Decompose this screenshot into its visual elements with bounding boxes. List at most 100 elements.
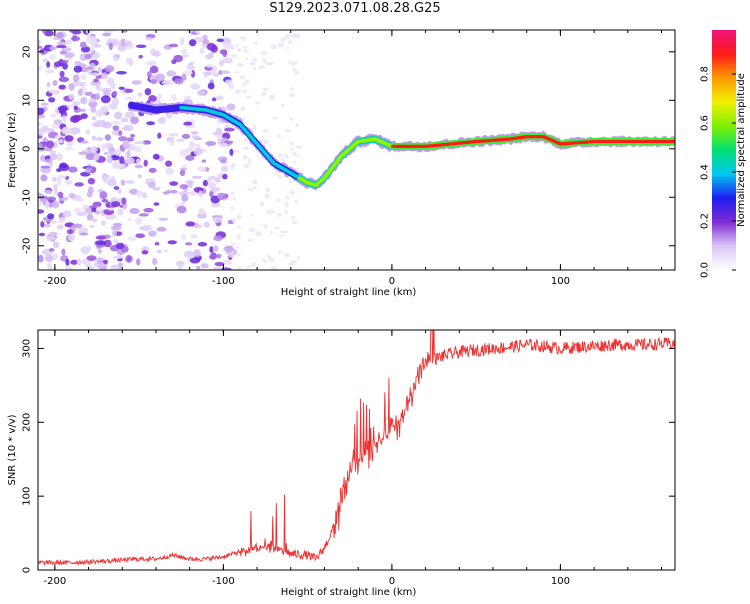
noise-blob xyxy=(119,156,125,164)
noise-blob xyxy=(143,207,154,213)
snr-xlabel: Height of straight line (km) xyxy=(281,587,417,598)
snr-line-group xyxy=(38,330,675,567)
noise-blob xyxy=(70,36,81,42)
noise-blob xyxy=(282,230,288,234)
noise-blob xyxy=(212,216,223,224)
noise-blob xyxy=(93,78,99,83)
noise-blob xyxy=(57,191,64,199)
noise-blob xyxy=(40,165,51,169)
noise-blob xyxy=(174,78,184,85)
noise-blob xyxy=(141,250,149,255)
noise-blob xyxy=(187,181,193,189)
noise-blob xyxy=(176,138,185,143)
noise-blob xyxy=(269,94,275,101)
noise-blob xyxy=(46,61,51,68)
noise-blob xyxy=(124,157,135,165)
noise-blob xyxy=(217,192,226,201)
colorbar: 0.0 0.2 0.4 0.6 0.8 Normalized spectral ampli… xyxy=(700,30,747,278)
noise-blob xyxy=(289,147,294,151)
noise-blob xyxy=(150,79,157,85)
noise-blob xyxy=(111,120,122,125)
noise-blob xyxy=(117,262,123,270)
noise-blob xyxy=(265,187,270,193)
noise-blob xyxy=(135,216,143,225)
noise-blob xyxy=(38,200,43,207)
noise-blob xyxy=(47,199,54,203)
noise-blob xyxy=(231,162,236,167)
spec-ytick-label: -10 xyxy=(22,189,33,205)
noise-blob xyxy=(236,253,241,257)
noise-blob xyxy=(219,59,225,67)
noise-blob xyxy=(118,136,128,142)
noise-blob xyxy=(296,154,301,158)
snr-frame xyxy=(37,329,676,571)
noise-blob xyxy=(276,134,282,139)
noise-blob xyxy=(53,119,63,125)
noise-blob xyxy=(247,158,252,164)
noise-blob xyxy=(217,137,222,146)
noise-blob xyxy=(136,258,141,266)
noise-blob xyxy=(276,197,281,203)
noise-blob xyxy=(224,127,235,132)
noise-blob xyxy=(115,54,121,59)
noise-blob xyxy=(212,266,222,270)
noise-blob xyxy=(95,109,103,118)
noise-blob xyxy=(64,52,75,58)
noise-blob xyxy=(266,210,273,215)
noise-blob xyxy=(193,148,203,156)
noise-blob xyxy=(124,96,134,100)
noise-blob xyxy=(290,260,298,264)
noise-blob xyxy=(74,182,84,187)
noise-blob xyxy=(38,232,46,237)
noise-blob xyxy=(208,51,214,58)
noise-blob xyxy=(104,65,115,73)
noise-blob xyxy=(296,255,301,260)
noise-blob xyxy=(221,260,233,265)
noise-blob xyxy=(66,39,72,45)
noise-blob xyxy=(102,87,112,93)
noise-blob xyxy=(46,82,51,88)
noise-blob xyxy=(133,146,142,153)
noise-blob xyxy=(284,201,289,208)
noise-blob xyxy=(77,88,83,96)
noise-blob xyxy=(40,102,49,106)
noise-blob xyxy=(222,57,233,64)
noise-blob xyxy=(48,248,55,252)
noise-blob xyxy=(289,92,295,98)
noise-blob xyxy=(120,179,126,186)
noise-blob xyxy=(211,202,221,208)
noise-blob xyxy=(80,96,88,105)
noise-blob xyxy=(198,208,205,216)
noise-blob xyxy=(58,139,64,144)
noise-blob xyxy=(68,192,76,199)
noise-blob xyxy=(121,126,131,131)
noise-blob xyxy=(135,44,147,49)
noise-blob xyxy=(222,49,227,58)
noise-blob xyxy=(58,76,70,83)
noise-blob xyxy=(51,176,58,182)
noise-blob xyxy=(142,224,152,232)
noise-blob xyxy=(277,42,285,48)
noise-blob xyxy=(183,121,193,126)
noise-blob xyxy=(242,82,246,87)
noise-blob xyxy=(145,61,157,66)
noise-blob xyxy=(73,105,78,110)
noise-blob xyxy=(208,254,217,260)
noise-blob xyxy=(42,58,49,63)
noise-blob xyxy=(292,67,297,72)
noise-blob xyxy=(131,80,142,85)
noise-blob xyxy=(236,234,242,240)
noise-blob xyxy=(110,266,119,270)
noise-blob xyxy=(230,53,237,58)
noise-blob xyxy=(157,93,163,100)
noise-blob xyxy=(91,116,97,121)
noise-blob xyxy=(95,136,104,142)
noise-blob xyxy=(38,45,43,49)
spec-ytick-label: 0 xyxy=(22,146,33,152)
noise-blob xyxy=(61,115,67,122)
noise-blob xyxy=(207,82,215,90)
noise-blob xyxy=(234,70,240,74)
spec-xtick-label: -200 xyxy=(44,276,67,287)
spec-xtick-label: -100 xyxy=(212,276,235,287)
